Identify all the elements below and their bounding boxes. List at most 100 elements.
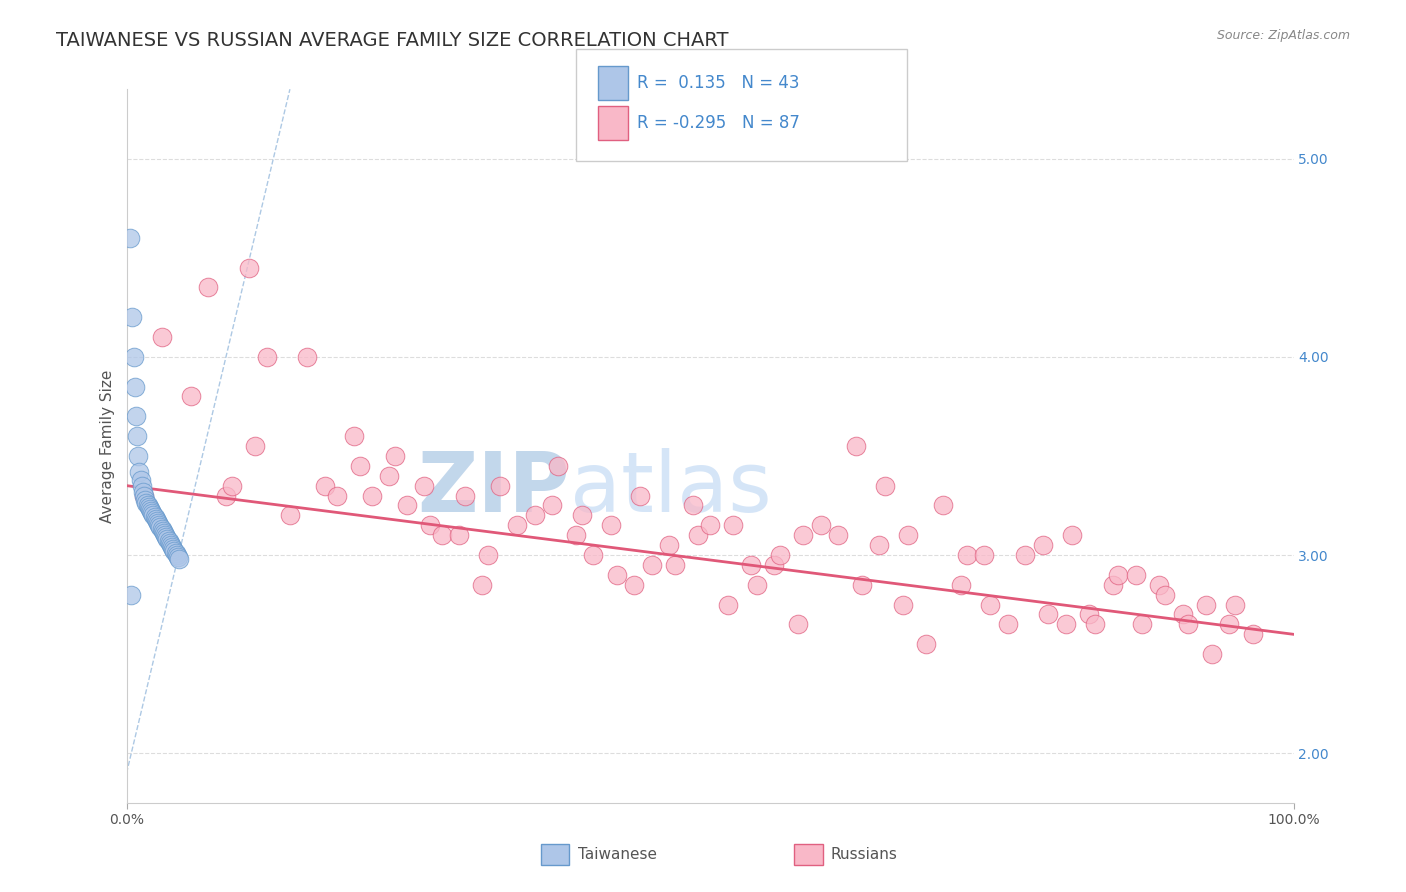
Text: Russians: Russians xyxy=(831,847,898,862)
Point xyxy=(1195,598,1218,612)
Point xyxy=(1241,627,1264,641)
Point xyxy=(163,544,186,558)
Point xyxy=(949,578,972,592)
Point xyxy=(745,578,768,592)
Point xyxy=(127,449,149,463)
Point xyxy=(716,598,738,612)
Point xyxy=(628,489,651,503)
Point xyxy=(149,520,172,534)
Point xyxy=(343,429,366,443)
Point xyxy=(215,489,238,503)
Point xyxy=(256,350,278,364)
Text: Source: ZipAtlas.com: Source: ZipAtlas.com xyxy=(1216,29,1350,42)
Point xyxy=(897,528,920,542)
Point xyxy=(449,528,471,542)
Point xyxy=(155,530,177,544)
Point xyxy=(142,508,165,523)
Point xyxy=(146,516,169,531)
Point xyxy=(243,439,266,453)
Point xyxy=(1149,578,1171,592)
Point xyxy=(973,548,995,562)
Point xyxy=(763,558,786,572)
Point xyxy=(120,588,142,602)
Point xyxy=(325,489,347,503)
Point xyxy=(571,508,593,523)
Point xyxy=(160,538,183,552)
Point xyxy=(136,499,159,513)
Point xyxy=(221,478,243,492)
Point xyxy=(956,548,979,562)
Point xyxy=(1218,617,1240,632)
Point xyxy=(197,280,219,294)
Point xyxy=(979,598,1001,612)
Point xyxy=(314,478,336,492)
Point xyxy=(851,578,873,592)
Y-axis label: Average Family Size: Average Family Size xyxy=(100,369,115,523)
Point xyxy=(148,518,170,533)
Point xyxy=(180,389,202,403)
Point xyxy=(153,526,176,541)
Text: Taiwanese: Taiwanese xyxy=(578,847,657,862)
Point xyxy=(384,449,406,463)
Point xyxy=(159,536,181,550)
Point xyxy=(141,507,163,521)
Point xyxy=(1171,607,1194,622)
Point xyxy=(156,532,179,546)
Point xyxy=(143,510,166,524)
Point xyxy=(565,528,588,542)
Point xyxy=(827,528,849,542)
Point xyxy=(132,484,155,499)
Text: TAIWANESE VS RUSSIAN AVERAGE FAMILY SIZE CORRELATION CHART: TAIWANESE VS RUSSIAN AVERAGE FAMILY SIZE… xyxy=(56,31,728,50)
Point xyxy=(524,508,547,523)
Point xyxy=(128,465,150,479)
Point xyxy=(349,458,371,473)
Point xyxy=(278,508,301,523)
Point xyxy=(682,499,704,513)
Point xyxy=(623,578,645,592)
Point xyxy=(792,528,814,542)
Point xyxy=(132,489,155,503)
Point xyxy=(1014,548,1036,562)
Point xyxy=(997,617,1019,632)
Point xyxy=(146,514,169,528)
Point xyxy=(664,558,686,572)
Point xyxy=(138,500,160,515)
Point xyxy=(118,231,141,245)
Point xyxy=(167,549,190,564)
Point xyxy=(129,473,152,487)
Point xyxy=(1054,617,1077,632)
Point xyxy=(1084,617,1107,632)
Point xyxy=(471,578,494,592)
Point xyxy=(162,542,184,557)
Point xyxy=(165,546,187,560)
Point xyxy=(139,502,162,516)
Point xyxy=(378,468,401,483)
Point xyxy=(723,518,745,533)
Point xyxy=(547,458,569,473)
Point xyxy=(1201,647,1223,661)
Point xyxy=(1032,538,1054,552)
Point xyxy=(1078,607,1101,622)
Point xyxy=(238,260,260,275)
Point xyxy=(430,528,453,542)
Point xyxy=(1101,578,1123,592)
Point xyxy=(891,598,914,612)
Point xyxy=(1177,617,1199,632)
Point xyxy=(121,310,143,325)
Point xyxy=(1223,598,1247,612)
Point xyxy=(125,429,148,443)
Point xyxy=(153,528,176,542)
Text: R =  0.135   N = 43: R = 0.135 N = 43 xyxy=(637,74,800,92)
Point xyxy=(769,548,792,562)
Point xyxy=(160,540,183,554)
Point xyxy=(915,637,938,651)
Point xyxy=(131,478,153,492)
Point xyxy=(1154,588,1177,602)
Point xyxy=(786,617,808,632)
Point xyxy=(489,478,512,492)
Point xyxy=(810,518,832,533)
Point xyxy=(124,379,146,393)
Point xyxy=(454,489,477,503)
Point xyxy=(506,518,529,533)
Point xyxy=(395,499,418,513)
